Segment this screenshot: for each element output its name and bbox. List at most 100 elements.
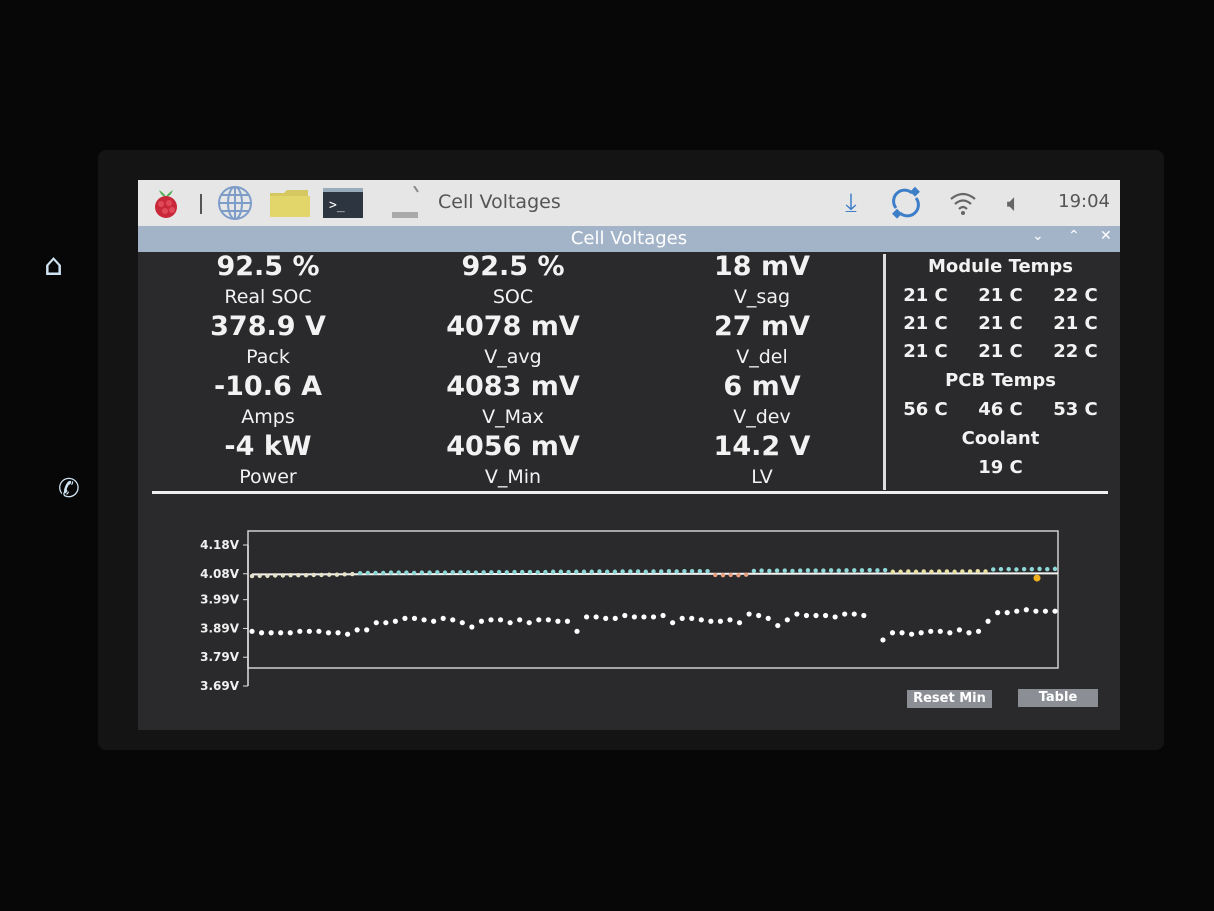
min-voltage-point bbox=[574, 628, 580, 634]
window-titlebar[interactable]: Cell Voltages ⌄ ⌃ ✕ bbox=[138, 226, 1120, 252]
min-voltage-point bbox=[956, 627, 963, 633]
max-voltage-point bbox=[1006, 566, 1011, 572]
clock: 19:04 bbox=[1058, 191, 1110, 212]
min-voltage-point bbox=[526, 620, 532, 626]
y-tick-label: 3.99V bbox=[200, 593, 240, 607]
max-voltage-point bbox=[411, 570, 417, 576]
max-voltage-point bbox=[597, 569, 602, 574]
module-temp: 21 C bbox=[903, 341, 948, 362]
module-temp: 21 C bbox=[1053, 313, 1098, 334]
stat-value: 378.9 V bbox=[210, 311, 326, 342]
min-voltage-point bbox=[383, 620, 389, 626]
min-voltage-point bbox=[670, 620, 676, 626]
max-voltage-point bbox=[520, 569, 525, 575]
stat-value: 4078 mV bbox=[446, 311, 580, 342]
min-voltage-point bbox=[1014, 608, 1020, 614]
min-voltage-point bbox=[1004, 610, 1010, 616]
stat-value: 6 mV bbox=[723, 371, 801, 402]
stat-label: Pack bbox=[246, 346, 290, 368]
max-voltage-point bbox=[1045, 566, 1050, 572]
stat-label: V_dev bbox=[733, 406, 791, 428]
min-voltage-point bbox=[622, 612, 628, 619]
maximize-icon[interactable]: ⌃ bbox=[1068, 228, 1080, 244]
max-voltage-point bbox=[867, 567, 872, 573]
separator bbox=[200, 194, 202, 214]
min-voltage-point bbox=[536, 617, 542, 623]
stat-v-del: 27 mV V_del bbox=[652, 312, 872, 372]
min-voltage-point bbox=[937, 628, 943, 634]
max-voltage-point bbox=[558, 569, 564, 574]
stat-soc: 92.5 % SOC bbox=[403, 252, 623, 312]
min-voltage-point bbox=[631, 614, 637, 620]
max-voltage-point bbox=[936, 569, 942, 574]
min-voltage-point bbox=[842, 611, 848, 617]
folder-icon[interactable] bbox=[268, 186, 312, 220]
min-voltage-point bbox=[679, 615, 685, 621]
minimize-icon[interactable]: ⌄ bbox=[1032, 228, 1044, 244]
stats-panel: 92.5 % Real SOC 92.5 % SOC 18 mV V_sag 378.9 V… bbox=[138, 252, 1120, 492]
max-voltage-point bbox=[929, 569, 934, 574]
max-voltage-point bbox=[774, 568, 780, 573]
raspberry-pi-menu-icon[interactable] bbox=[148, 186, 184, 220]
max-voltage-point bbox=[319, 572, 324, 578]
stat-label: LV bbox=[751, 466, 773, 488]
max-voltage-point bbox=[743, 572, 749, 577]
y-tick-label: 4.08V bbox=[200, 567, 240, 581]
stat-v-max: 4083 mV V_Max bbox=[403, 372, 623, 432]
max-voltage-point bbox=[350, 571, 355, 577]
terminal-icon[interactable]: >_ bbox=[323, 186, 363, 220]
min-voltage-point bbox=[736, 620, 743, 626]
min-voltage-point bbox=[1052, 608, 1058, 614]
min-voltage-point bbox=[650, 614, 657, 620]
max-voltage-point bbox=[736, 573, 741, 578]
module-temp: 22 C bbox=[1053, 285, 1098, 306]
reset-min-button[interactable]: Reset Min bbox=[907, 690, 992, 708]
max-voltage-point bbox=[327, 572, 332, 577]
phone-icon[interactable]: ✆ bbox=[58, 474, 80, 504]
stat-v-avg: 4078 mV V_avg bbox=[403, 312, 623, 372]
max-voltage-point bbox=[404, 570, 409, 575]
min-voltage-point bbox=[306, 628, 312, 634]
min-voltage-point bbox=[784, 617, 790, 623]
sync-icon[interactable] bbox=[886, 186, 926, 220]
max-voltage-point bbox=[280, 573, 286, 578]
min-voltage-point bbox=[421, 617, 427, 623]
y-tick-label: 4.18V bbox=[200, 538, 240, 552]
taskbar-active-window[interactable]: Cell Voltages bbox=[438, 191, 561, 213]
close-icon[interactable]: ✕ bbox=[1100, 228, 1112, 244]
module-temp: 21 C bbox=[978, 313, 1023, 334]
volume-icon[interactable]: 🔈︎ bbox=[1006, 189, 1022, 217]
max-voltage-point bbox=[921, 569, 926, 574]
max-voltage-point bbox=[512, 569, 517, 575]
max-voltage-point bbox=[489, 570, 494, 575]
max-voltage-point bbox=[589, 569, 594, 574]
min-voltage-point bbox=[832, 614, 838, 620]
min-voltage-point bbox=[966, 630, 972, 636]
max-voltage-point bbox=[435, 570, 440, 575]
wifi-icon[interactable] bbox=[946, 186, 980, 220]
table-button[interactable]: Table bbox=[1018, 689, 1098, 707]
max-voltage-point bbox=[473, 570, 479, 575]
max-voltage-point bbox=[960, 569, 965, 574]
min-voltage-point bbox=[411, 615, 418, 621]
max-voltage-point bbox=[859, 568, 865, 573]
globe-browser-icon[interactable] bbox=[214, 186, 256, 220]
pcb-temp: 53 C bbox=[1053, 399, 1098, 420]
max-voltage-point bbox=[991, 567, 996, 572]
min-voltage-point bbox=[803, 612, 810, 619]
stat-value: 14.2 V bbox=[713, 431, 811, 462]
max-voltage-point bbox=[620, 569, 625, 574]
max-voltage-point bbox=[342, 572, 347, 577]
window-app-icon[interactable] bbox=[386, 186, 426, 220]
home-icon[interactable]: ⌂ bbox=[44, 248, 64, 283]
max-voltage-point bbox=[852, 568, 857, 573]
min-voltage-point bbox=[354, 627, 360, 633]
stat-v-min: 4056 mV V_Min bbox=[403, 432, 623, 492]
max-voltage-point bbox=[682, 568, 687, 574]
stat-label: Real SOC bbox=[224, 286, 312, 308]
max-voltage-point bbox=[689, 568, 695, 574]
pcb-temps-title: PCB Temps bbox=[945, 370, 1056, 391]
download-icon[interactable]: ⤓ bbox=[845, 187, 857, 218]
stat-value: -4 kW bbox=[224, 431, 312, 462]
min-voltage-point bbox=[689, 615, 695, 621]
